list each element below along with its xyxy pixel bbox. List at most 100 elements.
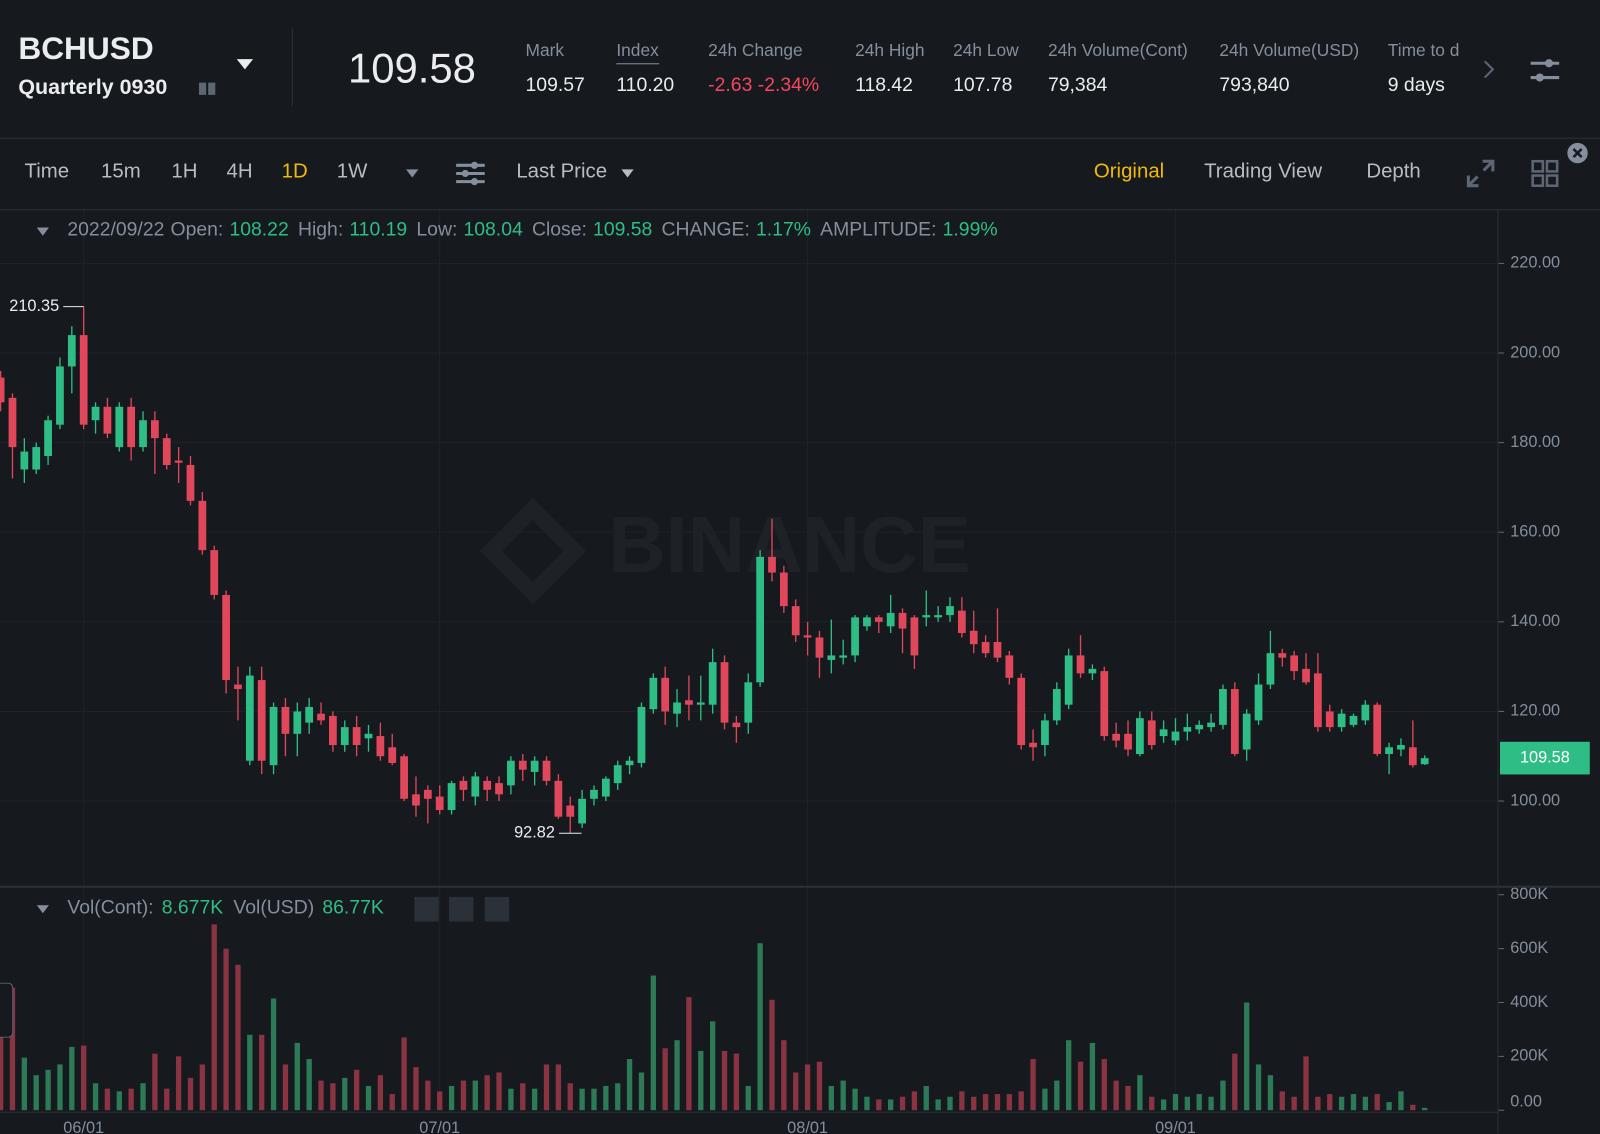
candle-body (20, 451, 29, 470)
book-icon[interactable] (197, 80, 217, 98)
header-border (0, 137, 1600, 139)
candle-body (234, 684, 242, 690)
candle-body (388, 747, 397, 763)
volume-bar (1232, 1053, 1238, 1111)
volume-bar (1172, 1094, 1179, 1111)
symbol-dropdown[interactable] (236, 58, 254, 70)
volume-bar (104, 1088, 111, 1111)
volume-bar (1398, 1091, 1404, 1111)
interval[interactable]: 15m (101, 160, 141, 183)
candle-body (530, 760, 539, 772)
candle-body (851, 617, 859, 656)
volume-bar (187, 1077, 194, 1111)
volume-bar (460, 1080, 467, 1111)
candle-body (1029, 742, 1037, 748)
volume-bar (828, 1085, 834, 1111)
x-tick-label: 07/01 (419, 1119, 460, 1134)
candle-body (1147, 720, 1156, 746)
candle-body (768, 556, 776, 573)
scroll-right[interactable] (1482, 59, 1496, 79)
gear-button[interactable] (448, 896, 474, 922)
candle-body (732, 722, 741, 728)
interval[interactable]: Time (24, 160, 70, 183)
interval-dropdown[interactable] (405, 168, 419, 178)
candle-body (756, 556, 765, 683)
volume-bar (1101, 1059, 1107, 1111)
candle-body (839, 655, 848, 658)
y-tick-label: 120.00 (1510, 702, 1560, 720)
layout-icon[interactable] (1531, 159, 1560, 188)
volume-bar (306, 1059, 312, 1111)
volume-bar (520, 1083, 526, 1111)
stat-label: 24h Change (708, 40, 803, 61)
view-tab[interactable]: Trading View (1204, 160, 1323, 183)
interval[interactable]: 1W (336, 160, 368, 183)
volume-bar (721, 1050, 728, 1111)
interval[interactable]: 4H (226, 160, 253, 183)
candle-body (993, 641, 1002, 658)
candle-body (946, 606, 954, 616)
collapse-toggle[interactable] (36, 905, 49, 914)
price-type[interactable]: Last Price (516, 160, 608, 183)
candle-body (1420, 758, 1429, 765)
indicator-icon[interactable] (455, 160, 486, 187)
candle-body (791, 606, 800, 636)
volume-bar (1184, 1096, 1191, 1111)
candle-body (44, 420, 52, 457)
volume-bar (1196, 1094, 1202, 1111)
remove-button[interactable] (484, 896, 510, 922)
candle-body (1408, 747, 1417, 766)
volume-bar (982, 1094, 989, 1111)
stat-label: Time to d (1387, 40, 1460, 61)
volume-bar (1030, 1059, 1036, 1111)
candle-body (1230, 689, 1239, 754)
view-tab[interactable]: Depth (1366, 160, 1421, 183)
price-type-dropdown[interactable] (620, 168, 634, 178)
symbol[interactable]: BCHUSD (18, 30, 154, 67)
volume-bar (1042, 1088, 1048, 1111)
volume-bar (816, 1061, 823, 1111)
volume-bar (377, 1075, 384, 1111)
contract[interactable]: Quarterly 0930 (18, 75, 168, 99)
volume-bar (116, 1091, 122, 1111)
volume-bar (710, 1021, 716, 1111)
info-date: 2022/09/22 (67, 219, 165, 241)
fullscreen-icon[interactable] (1466, 159, 1495, 188)
candle-body (886, 612, 895, 627)
candle-body (91, 406, 100, 421)
volume-bar (1125, 1085, 1131, 1111)
volume-bar (769, 999, 775, 1111)
candle-body (803, 635, 812, 638)
volume-bar (413, 1067, 419, 1111)
collapse-toggle[interactable] (36, 227, 49, 237)
volume-tick-label: 600K (1510, 939, 1548, 957)
view-tab[interactable]: Original (1093, 160, 1165, 183)
close-icon[interactable] (1566, 142, 1588, 164)
volume-bar (259, 1034, 265, 1111)
candle-body (1064, 655, 1073, 705)
volume-bar (0, 1024, 4, 1111)
volume-bar (888, 1099, 894, 1111)
volume-bar (484, 1075, 490, 1111)
candle-body (779, 572, 788, 607)
volume-bar (270, 998, 277, 1111)
info-label: Open: (170, 219, 224, 241)
interval[interactable]: 1D (281, 160, 308, 183)
volume-bar (1220, 1080, 1226, 1111)
eye-button[interactable] (414, 896, 439, 922)
interval[interactable]: 1H (171, 160, 198, 183)
price-tag-label: 109.58 (1520, 748, 1570, 766)
volume-bar (282, 1064, 289, 1111)
candle-body (293, 711, 302, 734)
settings-icon[interactable] (1529, 55, 1562, 86)
candle-body (186, 465, 195, 501)
side-handle[interactable] (0, 982, 14, 1038)
volume-bar (496, 1072, 502, 1111)
stat-value: -2.63 -2.34% (708, 74, 820, 96)
candle-body (1005, 655, 1014, 678)
volume-bar (342, 1077, 348, 1111)
volume-bar (472, 1080, 478, 1111)
x-tick-label: 09/01 (1155, 1119, 1196, 1134)
volume-bar (128, 1088, 134, 1111)
